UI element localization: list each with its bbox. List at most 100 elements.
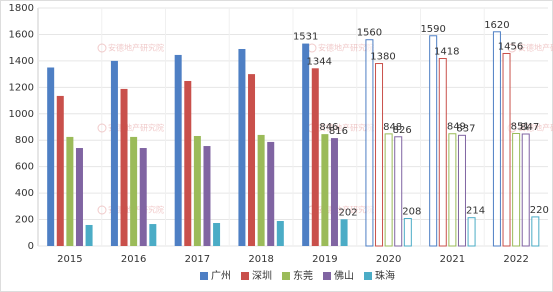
- data-label: 1456: [498, 41, 523, 52]
- bar: [394, 136, 403, 247]
- legend-swatch: [241, 272, 249, 280]
- watermark: 安德地产研究院: [518, 43, 553, 53]
- watermark: 安德地产研究院: [318, 205, 374, 215]
- watermark: 安德地产研究院: [108, 43, 164, 53]
- legend-label: 广州: [211, 270, 231, 282]
- bar: [330, 138, 338, 246]
- data-label: 202: [339, 207, 358, 218]
- bar: [375, 63, 384, 247]
- bar: [267, 141, 275, 246]
- x-tick-label: 2016: [121, 254, 146, 265]
- bar: [429, 35, 438, 247]
- watermark-icon: [507, 43, 517, 53]
- data-label: 816: [329, 126, 348, 137]
- y-tick-label: 1400: [9, 56, 34, 67]
- legend-swatch: [200, 272, 208, 280]
- bar: [257, 134, 265, 246]
- bar: [120, 88, 128, 246]
- watermark-icon: [97, 123, 107, 133]
- legend-swatch: [282, 272, 290, 280]
- bar: [213, 222, 221, 246]
- bar: [130, 136, 138, 246]
- bar: [321, 134, 329, 246]
- bar: [302, 43, 310, 246]
- bar: [149, 224, 157, 246]
- watermark: 安德地产研究院: [518, 123, 553, 133]
- data-label: 848: [383, 122, 402, 133]
- data-label: 1531: [293, 32, 318, 43]
- bar: [512, 132, 521, 247]
- bar: [438, 58, 447, 247]
- data-label: 1560: [357, 28, 382, 39]
- bar: [174, 54, 182, 246]
- x-tick-label: 2018: [248, 254, 273, 265]
- y-tick-label: 1800: [9, 3, 34, 14]
- y-tick-label: 400: [15, 188, 34, 199]
- data-label: 1620: [484, 20, 509, 31]
- data-label: 1380: [370, 52, 395, 63]
- data-label: 851: [511, 121, 530, 132]
- x-tick-label: 2019: [312, 254, 337, 265]
- bar: [521, 133, 530, 247]
- y-tick-label: 600: [15, 162, 34, 173]
- y-tick-label: 800: [15, 135, 34, 146]
- data-label: 846: [319, 122, 338, 133]
- watermark: 安德地产研究院: [318, 43, 374, 53]
- y-tick-label: 0: [28, 241, 34, 252]
- data-label: 1418: [434, 47, 459, 58]
- x-tick-label: 2020: [376, 254, 401, 265]
- x-tick-label: 2017: [185, 254, 210, 265]
- bar: [457, 134, 466, 247]
- legend-swatch: [323, 272, 331, 280]
- legend-label: 深圳: [252, 270, 272, 282]
- data-label: 849: [447, 122, 466, 133]
- bar: [531, 216, 540, 247]
- bar: [56, 95, 64, 246]
- bar: [502, 52, 511, 247]
- watermark: 安德地产研究院: [108, 123, 164, 133]
- bar: [75, 148, 83, 246]
- bar: [403, 217, 412, 247]
- x-tick-label: 2015: [57, 254, 82, 265]
- bar: [467, 217, 476, 247]
- bar: [492, 31, 501, 247]
- bar: [248, 74, 256, 246]
- data-label: 214: [466, 206, 485, 217]
- y-tick-label: 1600: [9, 29, 34, 40]
- bar: [193, 135, 201, 246]
- y-tick-label: 1200: [9, 82, 34, 93]
- bar: [311, 68, 319, 246]
- x-tick-label: 2022: [503, 254, 528, 265]
- data-label: 208: [402, 206, 421, 217]
- watermark-icon: [97, 205, 107, 215]
- legend-swatch: [364, 272, 372, 280]
- bar: [365, 39, 374, 247]
- data-label: 1590: [420, 24, 445, 35]
- bar: [47, 67, 55, 246]
- watermark: 安德地产研究院: [318, 123, 374, 133]
- bar: [384, 133, 393, 247]
- bar: [340, 219, 348, 246]
- bar: [66, 136, 74, 246]
- bar: [448, 133, 457, 247]
- data-label: 826: [393, 125, 412, 136]
- y-tick-label: 1000: [9, 109, 34, 120]
- legend-label: 珠海: [375, 269, 395, 282]
- bar: [203, 146, 211, 246]
- bar: [139, 148, 147, 246]
- data-label: 837: [456, 123, 475, 134]
- bar: [276, 221, 284, 246]
- data-label: 1344: [307, 56, 332, 67]
- bar: [110, 60, 118, 247]
- bar: [184, 80, 192, 246]
- bar: [238, 48, 246, 246]
- data-label: 220: [530, 205, 549, 216]
- bar: [85, 224, 93, 246]
- legend-label: 东莞: [293, 269, 313, 282]
- watermark-icon: [97, 43, 107, 53]
- legend-label: 佛山: [334, 269, 354, 282]
- data-label: 847: [520, 122, 539, 133]
- y-tick-label: 200: [15, 215, 34, 226]
